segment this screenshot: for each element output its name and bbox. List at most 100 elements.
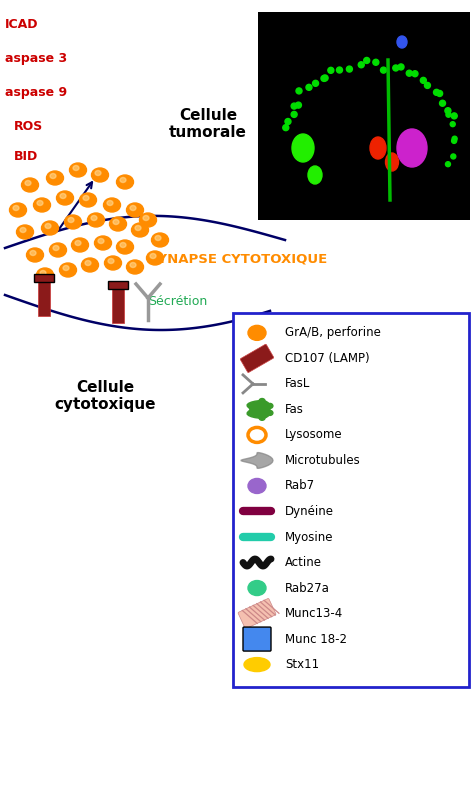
Text: Fas: Fas [285, 403, 304, 416]
Ellipse shape [73, 166, 79, 170]
Ellipse shape [91, 168, 109, 182]
Ellipse shape [248, 581, 266, 596]
Ellipse shape [283, 125, 289, 131]
Ellipse shape [94, 236, 111, 250]
Ellipse shape [248, 428, 266, 443]
Text: Rab7: Rab7 [285, 480, 315, 492]
Ellipse shape [445, 108, 451, 114]
Ellipse shape [42, 221, 58, 235]
FancyBboxPatch shape [34, 274, 54, 282]
Ellipse shape [364, 58, 370, 63]
Ellipse shape [346, 66, 352, 72]
Ellipse shape [291, 111, 297, 118]
Ellipse shape [120, 178, 126, 182]
Ellipse shape [70, 163, 86, 177]
Ellipse shape [406, 70, 412, 77]
Ellipse shape [117, 175, 134, 189]
Ellipse shape [381, 67, 386, 73]
Ellipse shape [75, 241, 81, 245]
FancyBboxPatch shape [258, 12, 470, 220]
Text: CD107 (LAMP): CD107 (LAMP) [285, 352, 370, 365]
Text: aspase 3: aspase 3 [5, 52, 67, 65]
Ellipse shape [60, 193, 66, 199]
Ellipse shape [34, 198, 51, 212]
Ellipse shape [113, 219, 119, 225]
Ellipse shape [88, 213, 104, 227]
FancyBboxPatch shape [38, 276, 50, 316]
Text: Cellule
tumorale: Cellule tumorale [169, 108, 247, 140]
Text: SYNAPSE CYTOTOXIQUE: SYNAPSE CYTOTOXIQUE [148, 252, 327, 265]
Ellipse shape [17, 225, 34, 239]
Ellipse shape [259, 415, 265, 421]
Text: Lysosome: Lysosome [285, 428, 343, 441]
Ellipse shape [337, 67, 343, 73]
Text: aspase 9: aspase 9 [5, 86, 67, 99]
Text: Actine: Actine [285, 556, 322, 569]
Ellipse shape [80, 193, 97, 207]
Text: ROS: ROS [14, 120, 43, 133]
Ellipse shape [60, 263, 76, 277]
Ellipse shape [103, 198, 120, 212]
Ellipse shape [21, 178, 38, 192]
Ellipse shape [370, 137, 386, 159]
Ellipse shape [37, 200, 43, 205]
Ellipse shape [446, 162, 450, 166]
Ellipse shape [64, 215, 82, 229]
Ellipse shape [98, 238, 104, 244]
FancyBboxPatch shape [243, 627, 271, 651]
Ellipse shape [452, 138, 456, 144]
Ellipse shape [312, 80, 319, 86]
Ellipse shape [120, 242, 126, 248]
Ellipse shape [420, 77, 426, 84]
Ellipse shape [248, 478, 266, 493]
Ellipse shape [248, 325, 266, 340]
Ellipse shape [95, 170, 101, 175]
Ellipse shape [40, 271, 46, 275]
Ellipse shape [83, 196, 89, 200]
Ellipse shape [385, 153, 399, 171]
FancyBboxPatch shape [112, 283, 124, 323]
Ellipse shape [49, 243, 66, 257]
Ellipse shape [107, 200, 113, 205]
Ellipse shape [68, 218, 74, 222]
Ellipse shape [451, 154, 456, 159]
Ellipse shape [25, 181, 31, 185]
Ellipse shape [135, 226, 141, 230]
Ellipse shape [321, 76, 327, 81]
Text: FasL: FasL [285, 377, 310, 391]
Ellipse shape [146, 251, 164, 265]
Ellipse shape [439, 100, 446, 107]
FancyBboxPatch shape [108, 281, 128, 289]
Ellipse shape [117, 240, 134, 254]
Ellipse shape [50, 174, 56, 178]
Ellipse shape [63, 266, 69, 271]
Ellipse shape [53, 245, 59, 250]
Ellipse shape [20, 227, 26, 233]
Ellipse shape [322, 75, 328, 81]
Ellipse shape [412, 71, 418, 77]
Text: Stx11: Stx11 [285, 658, 319, 671]
Text: Myosine: Myosine [285, 530, 334, 544]
Ellipse shape [451, 113, 457, 119]
Ellipse shape [285, 118, 291, 125]
Ellipse shape [398, 64, 404, 70]
FancyBboxPatch shape [238, 599, 276, 629]
Ellipse shape [56, 191, 73, 205]
Ellipse shape [397, 129, 427, 167]
Text: Rab27a: Rab27a [285, 581, 330, 595]
Polygon shape [241, 453, 273, 469]
Ellipse shape [393, 65, 399, 71]
Ellipse shape [450, 122, 455, 127]
Ellipse shape [328, 67, 334, 73]
FancyBboxPatch shape [233, 313, 469, 687]
FancyBboxPatch shape [240, 344, 273, 372]
Ellipse shape [308, 166, 322, 184]
Text: Microtubules: Microtubules [285, 454, 361, 467]
Ellipse shape [109, 217, 127, 231]
Ellipse shape [143, 215, 149, 220]
Text: Munc13-4: Munc13-4 [285, 607, 343, 620]
Ellipse shape [434, 89, 439, 95]
Text: ICAD: ICAD [5, 18, 38, 31]
Ellipse shape [446, 112, 451, 118]
Text: Sécrétion: Sécrétion [148, 295, 207, 308]
